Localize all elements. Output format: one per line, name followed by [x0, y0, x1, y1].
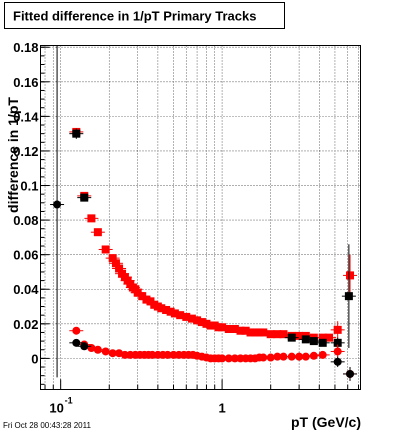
- data-point-circle: [93, 345, 102, 354]
- data-point-circle: [333, 357, 342, 366]
- data-point-circle: [266, 353, 275, 362]
- data-point-square: [241, 326, 250, 335]
- data-point-square: [101, 245, 110, 254]
- data-point-square: [170, 309, 179, 318]
- data-point-square: [193, 316, 202, 325]
- data-point-square: [80, 193, 89, 202]
- title-box: [4, 2, 285, 29]
- data-point-circle: [318, 350, 327, 359]
- data-point-square: [202, 319, 211, 328]
- title-box-group: Fitted difference in 1/pT Primary Tracks: [4, 2, 285, 29]
- y-tick-label: 0.02: [13, 317, 38, 332]
- plot-frame: [40, 45, 361, 390]
- data-point-circle: [309, 351, 318, 360]
- data-point-square: [166, 307, 175, 316]
- data-point-square: [87, 214, 96, 223]
- data-point-square: [138, 292, 147, 301]
- data-point-square: [333, 325, 342, 334]
- data-point-square: [309, 337, 318, 346]
- chart-title: Fitted difference in 1/pT Primary Tracks: [13, 9, 256, 24]
- x-axis-label: pT (GeV/c): [291, 414, 361, 430]
- y-tick-label: 0: [31, 351, 38, 366]
- data-point-square: [287, 333, 296, 342]
- data-point-square: [108, 254, 117, 263]
- data-point-square: [115, 264, 124, 273]
- data-point-circle: [287, 352, 296, 361]
- y-tick-label: 0.16: [13, 75, 38, 90]
- data-point-circle: [259, 353, 268, 362]
- data-point-circle: [301, 352, 310, 361]
- x-tick-label-exponent: -1: [65, 396, 73, 406]
- data-point-square: [72, 129, 81, 138]
- data-point-square: [162, 305, 171, 314]
- footer-timestamp: Fri Oct 28 00:43:28 2011: [3, 421, 91, 430]
- x-tick-label: 1: [218, 401, 225, 416]
- data-point-square: [157, 304, 166, 313]
- data-point-circle: [101, 347, 110, 356]
- data-point-square: [176, 311, 185, 320]
- data-point-circle: [72, 326, 81, 335]
- data-points: [50, 45, 358, 381]
- data-point-circle: [53, 200, 62, 209]
- data-point-square: [279, 330, 288, 339]
- data-point-square: [142, 295, 151, 304]
- data-point-square: [187, 314, 196, 323]
- y-tick-label: 0.1: [20, 179, 38, 194]
- data-point-circle: [279, 352, 288, 361]
- data-point-square: [259, 328, 268, 337]
- data-point-square: [111, 259, 120, 268]
- data-point-circle: [72, 338, 81, 347]
- y-axis-label: difference in 1/pT: [5, 97, 21, 213]
- axis-ticks: [40, 46, 360, 390]
- data-point-square: [93, 228, 102, 237]
- data-point-square: [182, 312, 191, 321]
- data-point-square: [333, 338, 342, 347]
- y-tick-label: 0.14: [13, 109, 39, 124]
- y-tick-label: 0.04: [13, 282, 39, 297]
- data-point-square: [218, 323, 227, 332]
- data-point-square: [133, 288, 142, 297]
- y-tick-label: 0.08: [13, 213, 38, 228]
- data-point-square: [230, 324, 239, 333]
- y-tick-labels: 0 0.02 0.04 0.06 0.08 0.1 0.12 0.14 0.16 0.18: [13, 40, 39, 366]
- y-tick-label: 0.06: [13, 248, 38, 263]
- data-point-square: [325, 333, 334, 342]
- data-point-square: [344, 292, 353, 301]
- data-point-square: [346, 271, 355, 280]
- y-tick-label: 0.18: [13, 40, 38, 55]
- data-point-circle: [80, 342, 89, 351]
- y-tick-label: 0.12: [13, 144, 38, 159]
- data-point-square: [197, 318, 206, 327]
- x-tick-label: 10: [49, 401, 63, 416]
- data-point-square: [301, 335, 310, 344]
- data-point-circle: [346, 369, 355, 378]
- x-tick-labels: 10 -1 1: [49, 396, 225, 416]
- data-point-circle: [333, 347, 342, 356]
- data-point-square: [318, 338, 327, 347]
